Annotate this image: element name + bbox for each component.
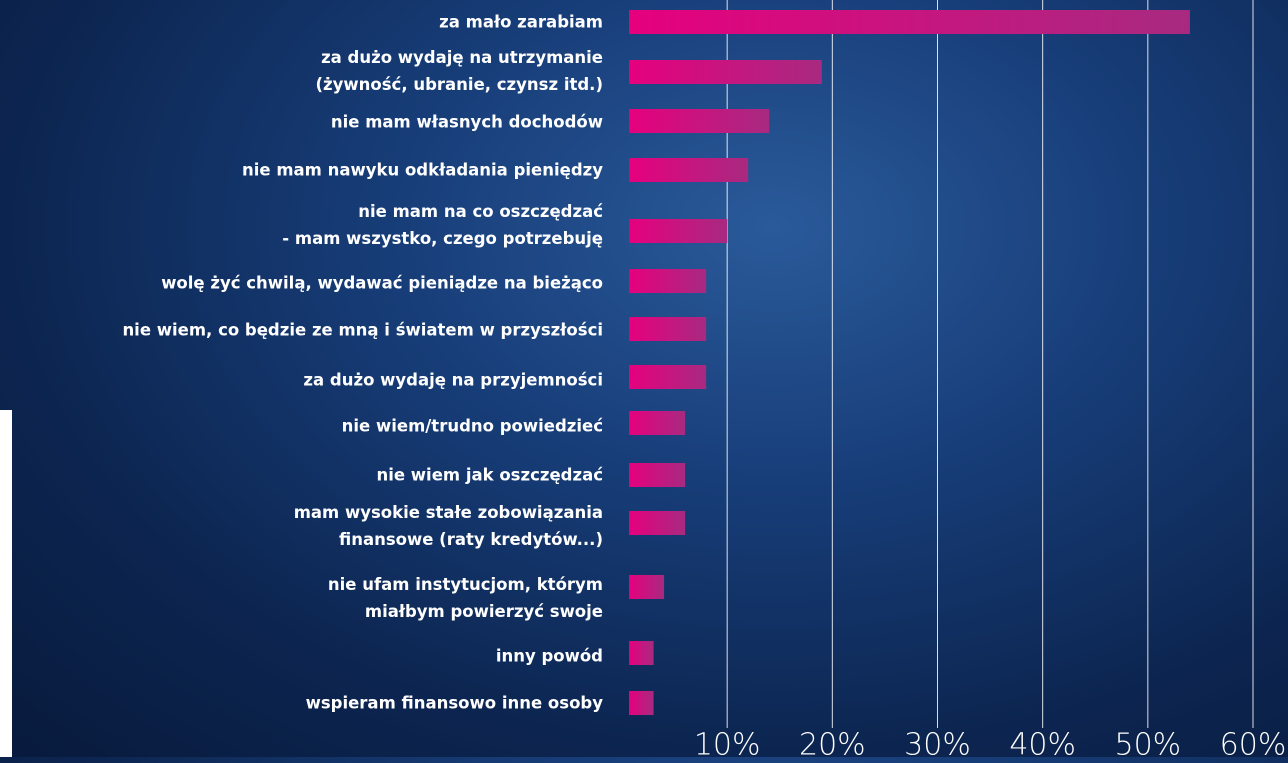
bar: [629, 463, 685, 487]
bar: [629, 317, 706, 341]
chart: [0, 0, 1288, 757]
bar: [629, 269, 706, 293]
category-label: nie wiem, co będzie ze mną i światem w p…: [122, 317, 603, 344]
bar: [629, 411, 685, 435]
bar: [629, 511, 685, 535]
bar: [629, 365, 706, 389]
bar: [629, 691, 654, 715]
x-tick-label: 10%: [694, 728, 761, 763]
bar: [629, 219, 727, 243]
page: (() => { const data = JSON.parse(documen…: [0, 0, 1288, 757]
bar: [629, 109, 769, 133]
x-tick-label: 40%: [1009, 728, 1076, 763]
category-label: inny powód: [496, 643, 603, 670]
category-label: wolę żyć chwilą, wydawać pieniądze na bi…: [161, 270, 603, 297]
category-label: nie mam na co oszczędzać - mam wszystko,…: [282, 198, 603, 252]
category-label: nie mam nawyku odkładania pieniędzy: [242, 157, 603, 184]
category-label: nie wiem/trudno powiedzieć: [342, 413, 603, 440]
bar: [629, 641, 654, 665]
category-label: za mało zarabiam: [439, 9, 603, 36]
category-label: nie wiem jak oszczędzać: [376, 462, 603, 489]
category-label: nie mam własnych dochodów: [331, 109, 603, 136]
category-label: nie ufam instytucjom, którym miałbym pow…: [328, 571, 603, 625]
x-tick-label: 50%: [1114, 728, 1181, 763]
x-tick-label: 30%: [904, 728, 971, 763]
bar: [629, 158, 748, 182]
category-label: wspieram finansowo inne osoby: [306, 690, 603, 717]
category-label: za dużo wydaję na utrzymanie (żywność, u…: [316, 44, 604, 98]
category-label: za dużo wydaję na przyjemności: [303, 367, 603, 394]
x-tick-label: 60%: [1220, 728, 1287, 763]
bar: [629, 60, 822, 84]
category-label: mam wysokie stałe zobowiązania finansowe…: [294, 499, 603, 553]
x-tick-label: 20%: [799, 728, 866, 763]
bar: [629, 10, 1190, 34]
bar: [629, 575, 664, 599]
